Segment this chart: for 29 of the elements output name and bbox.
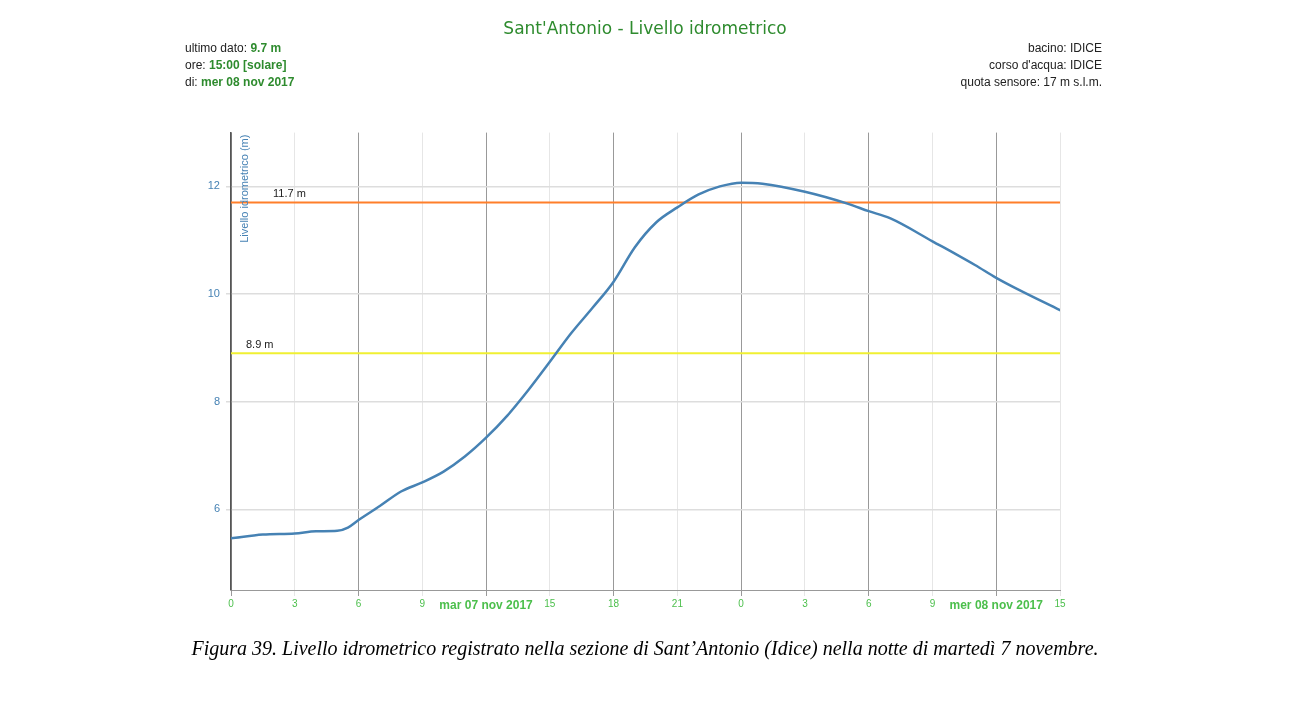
y-tick-label: 6 — [213, 502, 220, 515]
y-tick-label: 8 — [213, 394, 220, 407]
y-axis-title: Livello idrometrico (m) — [238, 134, 251, 243]
x-tick-label: 6 — [355, 597, 362, 609]
ref-line-label: 8.9 m — [246, 337, 274, 350]
x-tick-label: 0 — [228, 597, 235, 609]
x-tick-label: 0 — [738, 597, 745, 609]
text: ultimo dato: 9.7 m — [185, 40, 283, 57]
y-tick-label: 12 — [207, 179, 220, 192]
x-tick-label: 9 — [929, 597, 936, 609]
text: quota sensore: 17 m s.l.m. — [960, 74, 1102, 91]
x-tick-label: 6 — [865, 597, 872, 609]
y-tick-label: 10 — [207, 287, 220, 300]
text: ore: 15:00 [solare] — [185, 57, 288, 74]
x-tick-label: mar 07 nov 2017 — [439, 597, 534, 612]
x-tick-label: mer 08 nov 2017 — [949, 597, 1044, 612]
x-tick-label: 3 — [802, 597, 809, 609]
x-tick-label: 21 — [671, 597, 684, 609]
chart-title: Sant'Antonio - Livello idrometrico — [502, 18, 788, 38]
text: bacino: IDICE — [1026, 40, 1102, 57]
text: corso d'acqua: IDICE — [988, 57, 1102, 74]
x-tick-label: 15 — [544, 597, 556, 609]
x-tick-label: 3 — [291, 597, 298, 609]
text: di: mer 08 nov 2017 — [185, 74, 295, 91]
x-tick-label: 15 — [1054, 597, 1066, 609]
x-tick-label: 9 — [419, 597, 426, 609]
x-tick-label: 18 — [608, 597, 620, 609]
text: Figura 39. Livello idrometrico registrato nella sezione di Sant’Antonio (Idice) nella notte di martedì 7 novembre. — [190, 637, 1100, 660]
ref-line-label: 11.7 m — [273, 187, 306, 200]
